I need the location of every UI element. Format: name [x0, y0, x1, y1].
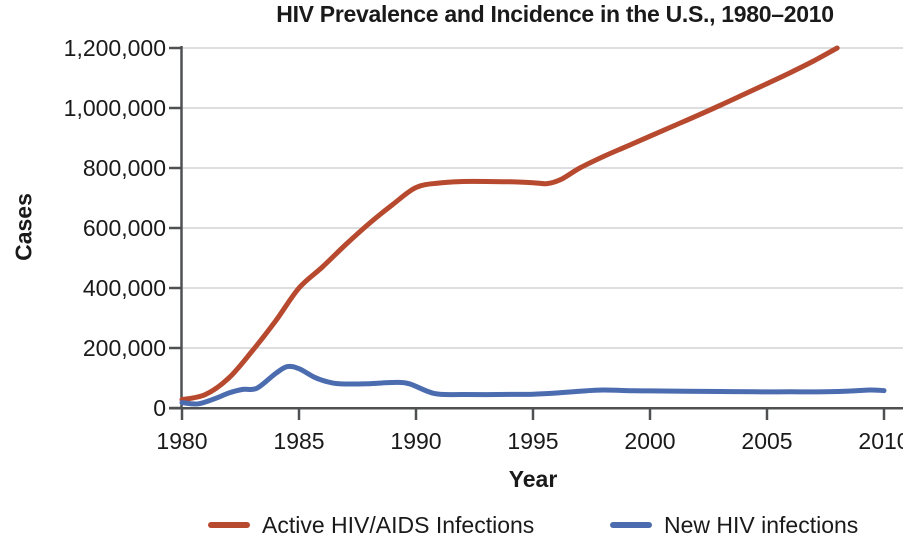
legend-swatch-active-hiv-aids [208, 522, 250, 528]
series-line-new-hiv-infections [179, 363, 887, 407]
x-tick-label: 1995 [507, 428, 559, 454]
x-tick-label: 2000 [624, 428, 676, 454]
x-tick-label: 1980 [156, 428, 208, 454]
x-tick-label: 1985 [273, 428, 325, 454]
x-tick-label: 2010 [858, 428, 903, 454]
y-tick-label: 1,200,000 [63, 35, 166, 61]
y-tick-label: 800,000 [82, 155, 166, 181]
y-tick-label: 600,000 [82, 215, 166, 241]
legend-item-new-hiv-infections: New HIV infections [610, 510, 858, 540]
y-tick-label: 400,000 [82, 275, 166, 301]
y-tick-label: 1,000,000 [63, 95, 166, 121]
x-axis-label: Year [508, 466, 558, 492]
x-tick-label: 2005 [741, 428, 793, 454]
x-tick-label: 1990 [390, 428, 442, 454]
legend-item-active-hiv-aids-infections: Active HIV/AIDS Infections [208, 510, 534, 540]
chart-title: HIV Prevalence and Incidence in the U.S.… [276, 1, 834, 27]
legend-label-new-hiv: New HIV infections [664, 511, 859, 538]
y-tick-label: 0 [153, 395, 166, 421]
y-tick-label: 200,000 [82, 335, 166, 361]
legend-label-active-hiv-aids: Active HIV/AIDS Infections [262, 511, 535, 538]
series-line-active-hiv-aids-infections [179, 45, 840, 403]
legend-swatch-new-hiv [610, 522, 652, 528]
